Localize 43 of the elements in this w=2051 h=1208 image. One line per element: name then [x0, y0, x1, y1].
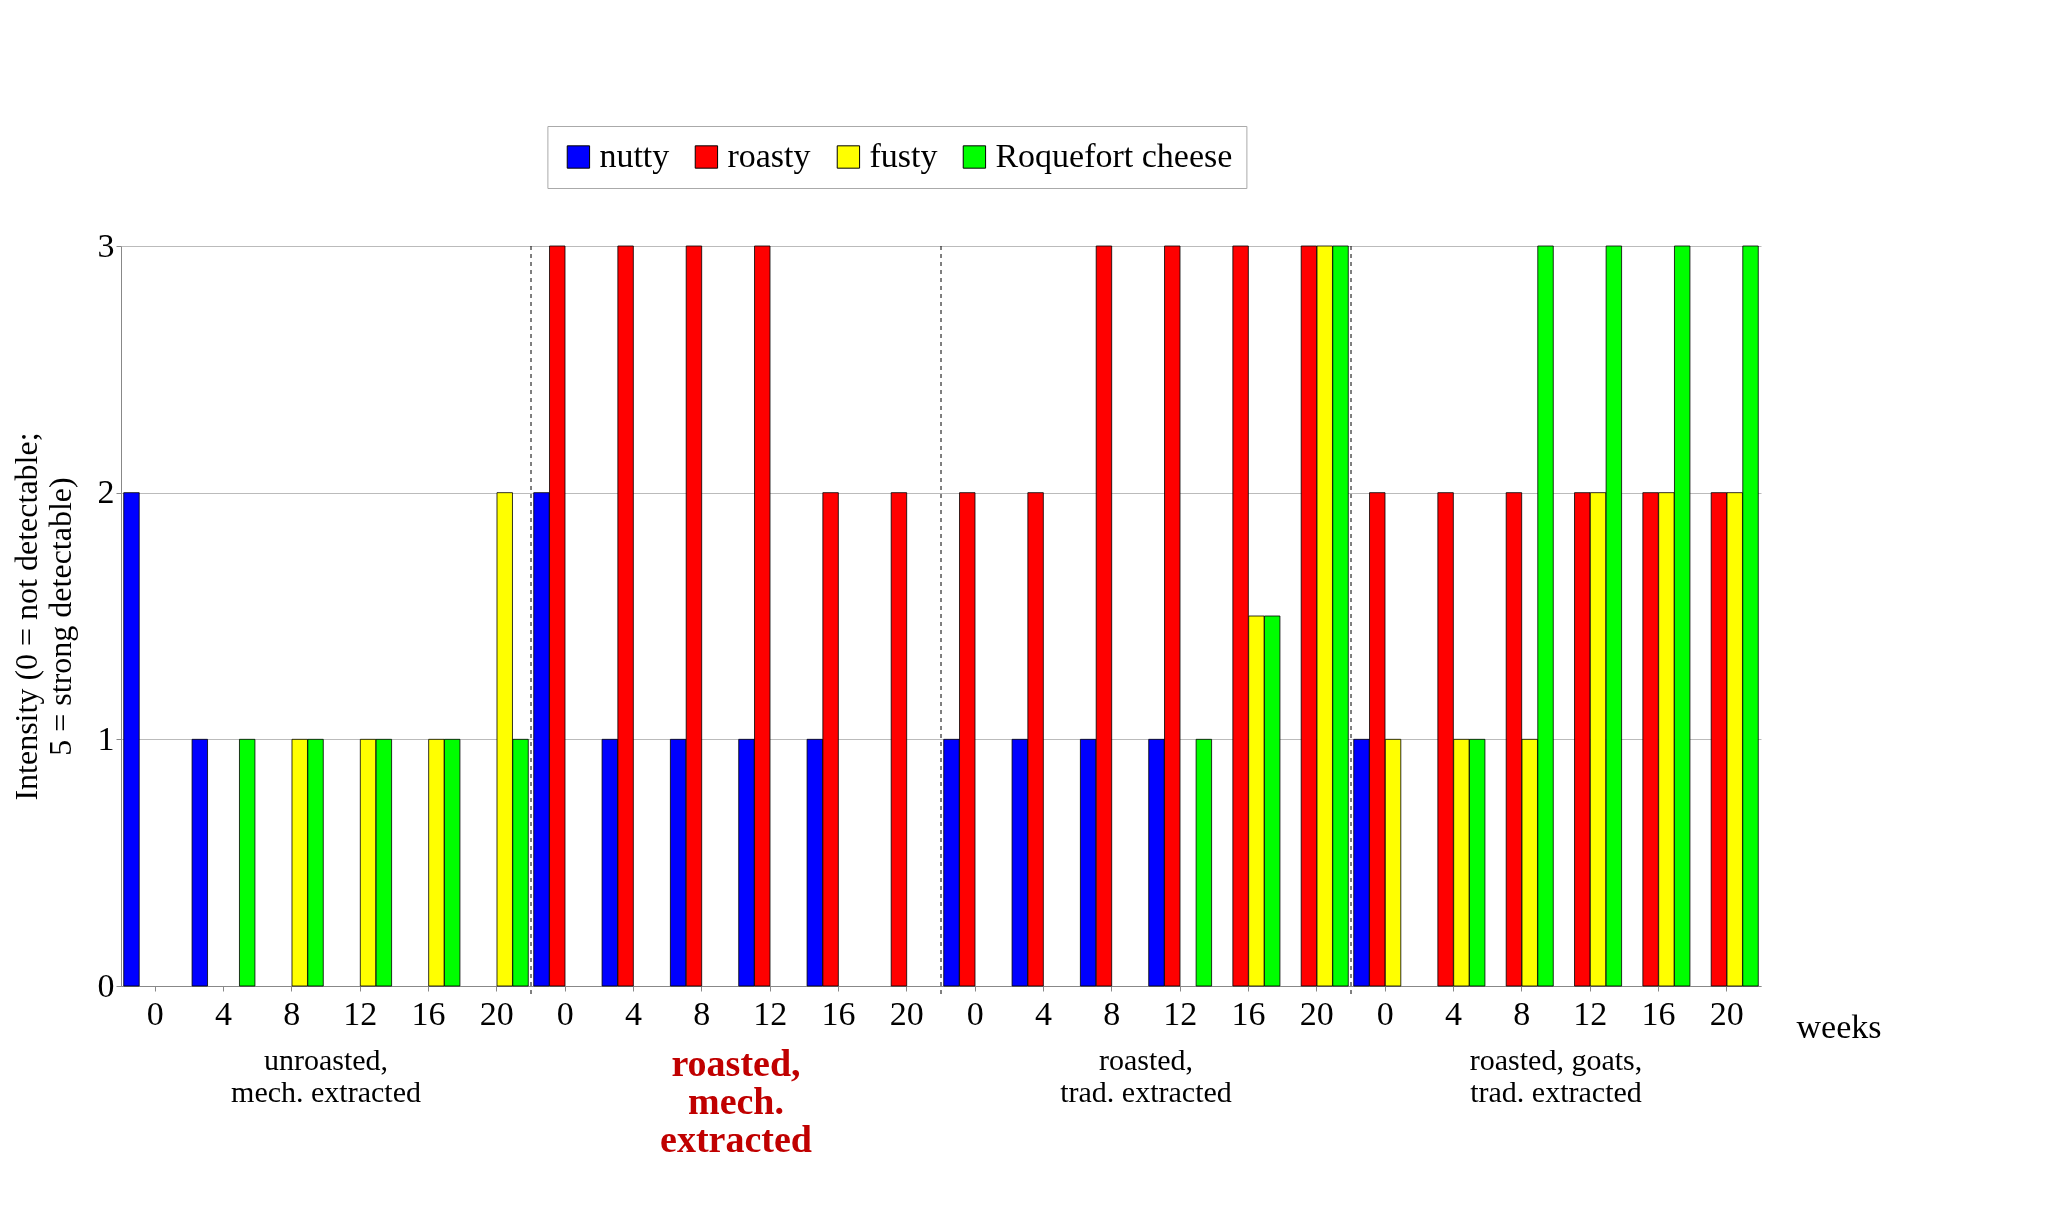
x-tick-label: 0 [1376, 994, 1394, 1032]
legend-label: fusty [869, 137, 938, 174]
x-tick-label: 0 [146, 994, 164, 1032]
bar [123, 492, 140, 987]
x-tick-label: 8 [1513, 994, 1531, 1032]
x-tick-label: 16 [1231, 994, 1266, 1032]
text: roasted, goats, trad. extracted [1469, 1043, 1643, 1108]
legend-label: roasty [727, 137, 811, 174]
bar [239, 738, 256, 987]
y-tick-label: 0 [97, 966, 115, 1004]
x-tick-label: 4 [1445, 994, 1462, 1032]
x-tick-label: 8 [693, 994, 711, 1032]
y-tick-label: 3 [97, 226, 115, 264]
x-tick-label: 12 [1163, 994, 1198, 1032]
x-tick-label: 12 [753, 994, 788, 1032]
y-tick-label: 2 [97, 473, 115, 511]
legend-label: Roquefort cheese [995, 137, 1233, 174]
x-tick-label: 0 [556, 994, 574, 1032]
text: roasted, trad. extracted [1060, 1043, 1232, 1108]
x-tick-label: 4 [625, 994, 642, 1032]
x-tick-label: 0 [966, 994, 984, 1032]
y-axis-title: Intensity (0 = not detectable; 5 = strong detectable) [7, 432, 78, 801]
x-tick-label: 16 [821, 994, 856, 1032]
x-tick-label: 20 [1299, 994, 1334, 1032]
x-tick-label: 12 [1573, 994, 1608, 1032]
x-tick-label: 4 [1035, 994, 1052, 1032]
x-tick-label: 8 [283, 994, 301, 1032]
x-tick-label: 20 [479, 994, 514, 1032]
x-tick-label: 20 [889, 994, 924, 1032]
x-tick-label: 16 [411, 994, 446, 1032]
bar [191, 738, 208, 987]
x-tick-label: 12 [343, 994, 378, 1032]
x-axis-title: weeks [1796, 1007, 1882, 1045]
text: unroasted, mech. extracted [231, 1043, 421, 1108]
y-tick-label: 1 [97, 719, 115, 757]
text: roasted, mech. extracted [660, 1042, 812, 1160]
bar [1195, 738, 1212, 987]
legend-label: nutty [599, 137, 670, 174]
x-tick-label: 20 [1709, 994, 1744, 1032]
bar [890, 492, 908, 987]
x-tick-label: 8 [1103, 994, 1121, 1032]
x-tick-label: 4 [215, 994, 232, 1032]
x-tick-label: 16 [1641, 994, 1676, 1032]
